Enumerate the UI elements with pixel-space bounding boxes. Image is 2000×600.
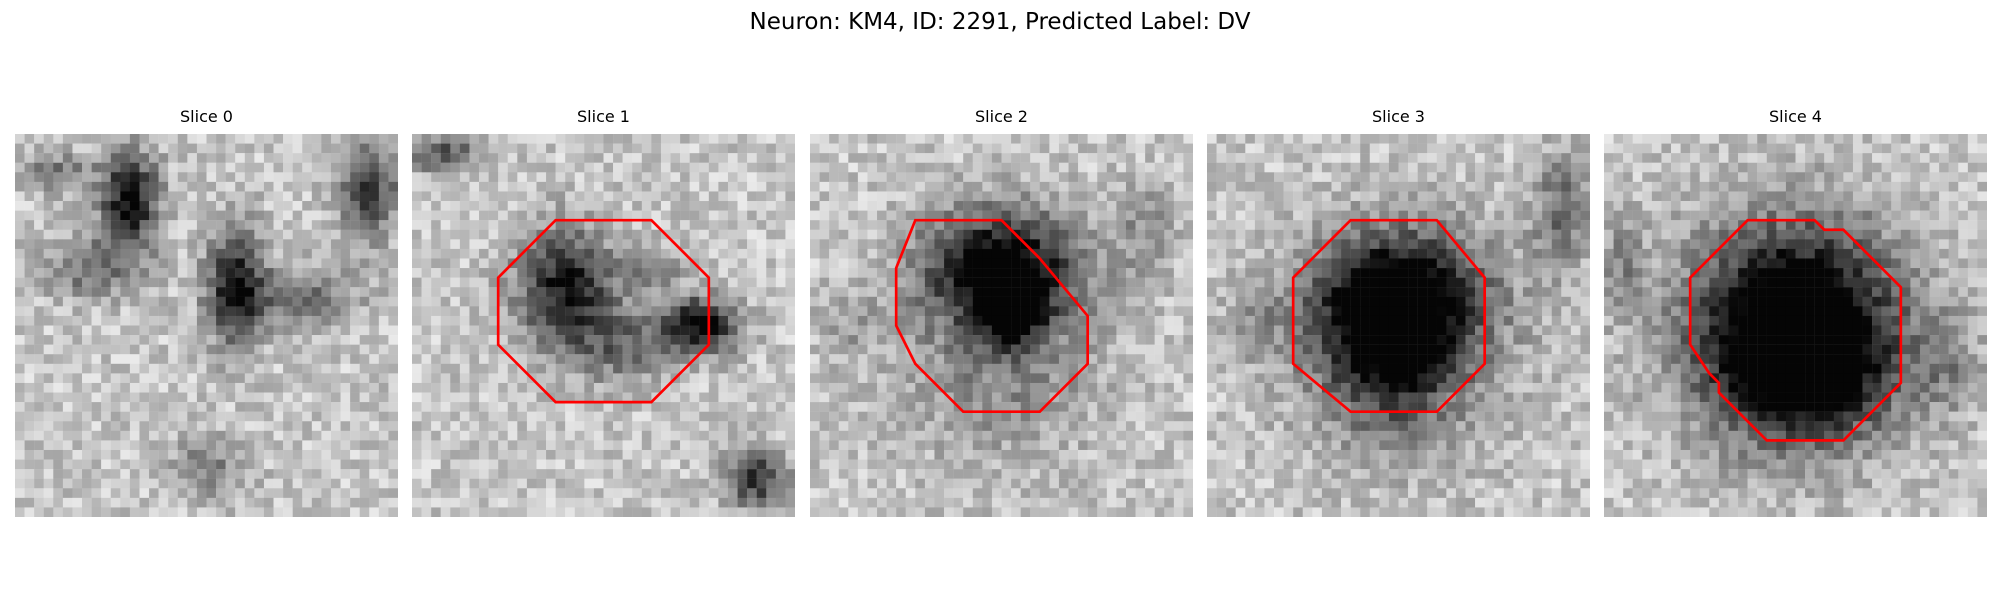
figure-title: Neuron: KM4, ID: 2291, Predicted Label: … <box>749 9 1251 35</box>
roi-contour <box>496 218 711 404</box>
slice-panel-0: Slice 0 <box>15 107 398 517</box>
microscopy-slice-image <box>1604 134 1987 517</box>
slice-title: Slice 4 <box>1769 107 1822 126</box>
microscopy-slice-image <box>15 134 398 517</box>
microscopy-slice-image <box>1207 134 1590 517</box>
slice-title: Slice 2 <box>975 107 1028 126</box>
roi-contour <box>1688 218 1903 442</box>
microscopy-slice-image <box>412 134 795 517</box>
slice-title: Slice 0 <box>180 107 233 126</box>
slice-panel-4: Slice 4 <box>1604 107 1987 517</box>
slice-panel-3: Slice 3 <box>1207 107 1590 517</box>
roi-contour <box>1291 218 1487 414</box>
slice-panel-1: Slice 1 <box>412 107 795 517</box>
slice-title: Slice 3 <box>1372 107 1425 126</box>
slice-panel-2: Slice 2 <box>810 107 1193 517</box>
roi-contour <box>894 218 1090 414</box>
slice-title: Slice 1 <box>577 107 630 126</box>
microscopy-slice-image <box>810 134 1193 517</box>
